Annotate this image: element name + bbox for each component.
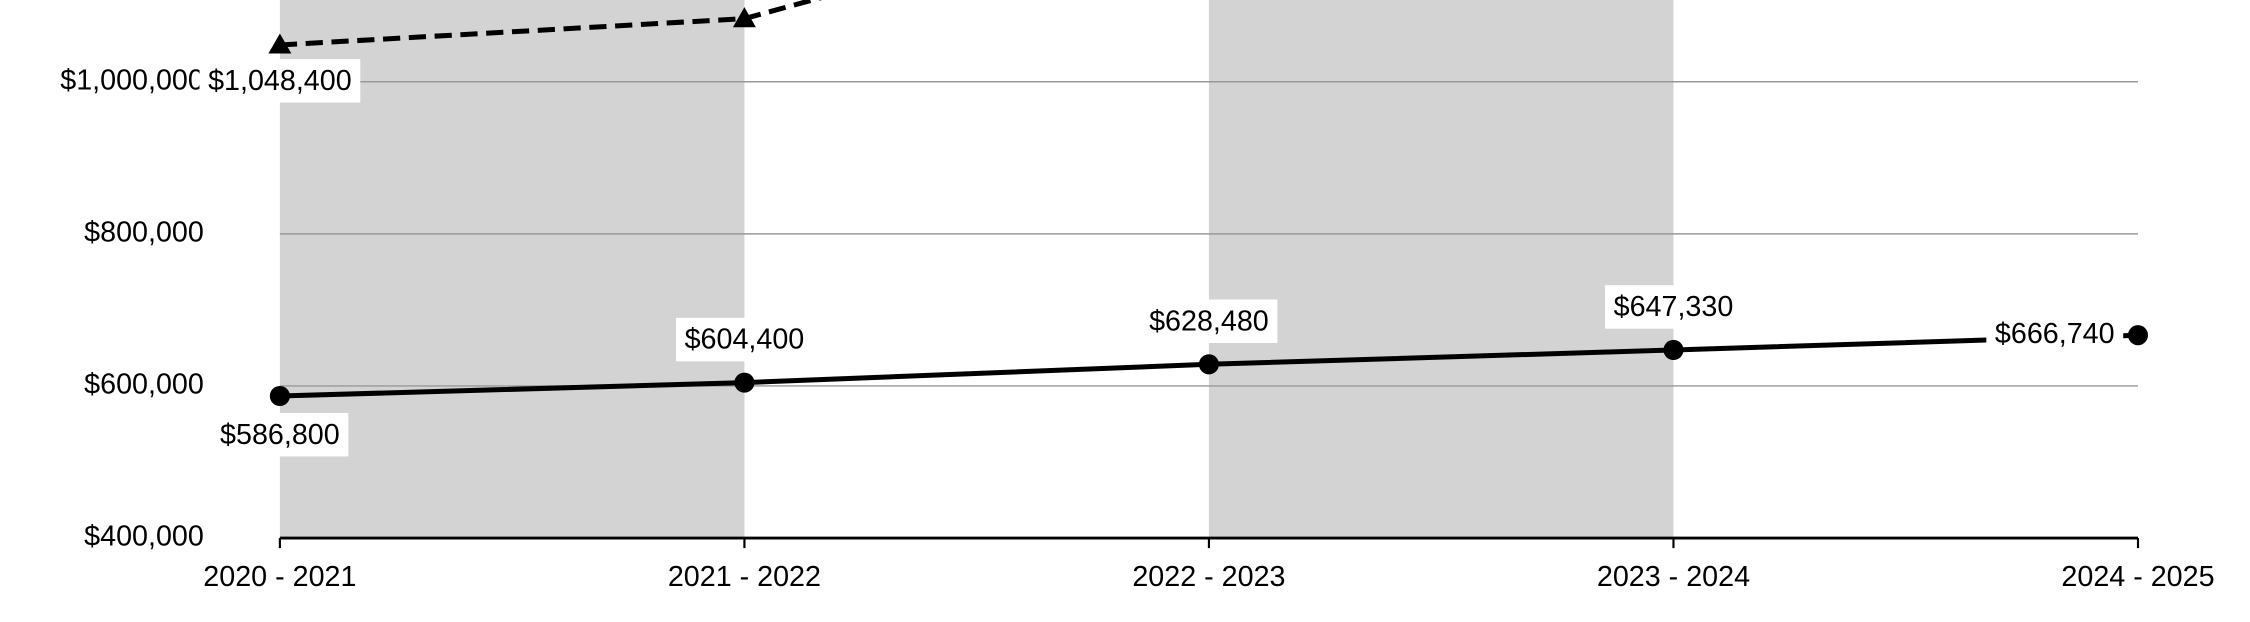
data-label-box xyxy=(675,317,813,362)
y-tick-label: $600,000 xyxy=(84,369,204,401)
band xyxy=(1208,0,1674,539)
data-label-box xyxy=(211,413,349,457)
marker xyxy=(1198,354,1219,375)
y-tick-label: $1,000,000 xyxy=(60,64,204,96)
data-label-box xyxy=(1986,312,2124,356)
x-tick-label: 2023 - 2024 xyxy=(1597,561,1750,593)
data-label: $647,330 xyxy=(1614,291,1734,323)
marker xyxy=(732,7,756,28)
data-label: $586,800 xyxy=(220,419,340,451)
y-tick-label: $800,000 xyxy=(84,216,204,248)
marker xyxy=(1663,339,1684,361)
y-tick-label: $400,000 xyxy=(84,521,204,553)
marker xyxy=(2127,325,2149,346)
data-label: $666,740 xyxy=(1995,318,2115,350)
data-label: $1,048,400 xyxy=(208,65,352,97)
data-label: $628,480 xyxy=(1149,305,1269,337)
x-tick-label: 2024 - 2025 xyxy=(2061,561,2214,593)
plot-area xyxy=(268,0,2149,407)
marker xyxy=(734,372,755,393)
data-label-box xyxy=(199,59,361,103)
data-label: $604,400 xyxy=(685,324,805,356)
data-label-box xyxy=(1140,299,1278,344)
marker xyxy=(268,33,292,54)
x-tick-label: 2022 - 2023 xyxy=(1132,561,1285,593)
marker xyxy=(269,385,290,407)
x-tick-label: 2020 - 2021 xyxy=(203,561,356,593)
data-label-box xyxy=(1605,285,1742,329)
x-tick-label: 2021 - 2022 xyxy=(668,561,821,593)
